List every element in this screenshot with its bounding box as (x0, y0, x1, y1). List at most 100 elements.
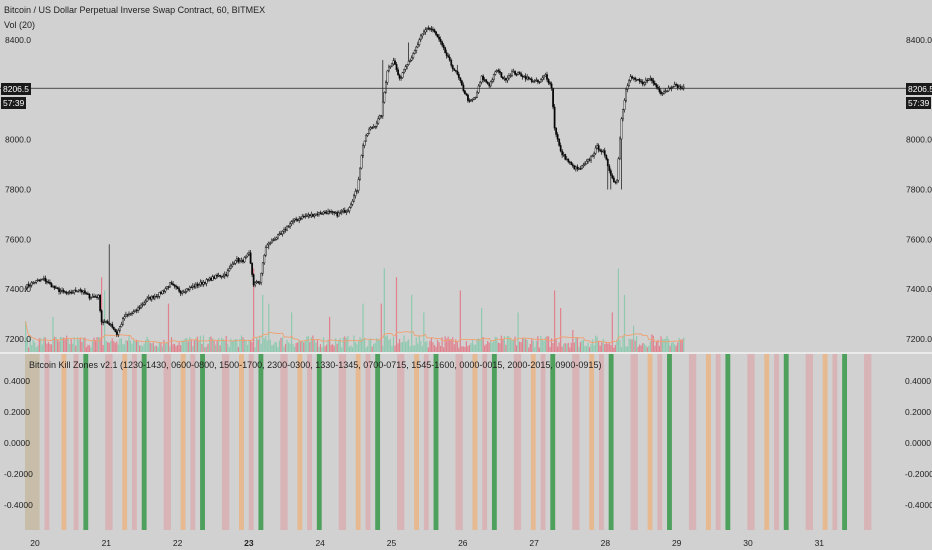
candle-body (166, 286, 168, 289)
candle-body (465, 93, 468, 96)
volume-bar (53, 336, 56, 352)
candle-body (342, 209, 345, 212)
volume-bar (382, 345, 384, 352)
volume-bar (490, 340, 492, 352)
candle-body (319, 212, 322, 215)
volume-bar (505, 344, 507, 352)
volume-bar (426, 341, 428, 352)
candle-body (676, 84, 679, 89)
volume-bar (122, 343, 124, 352)
volume-bar (386, 335, 388, 352)
candle-body (191, 285, 194, 288)
volume-bar (637, 346, 639, 352)
volume-bar (493, 340, 495, 352)
volume-bar (313, 339, 316, 352)
volume-bar (233, 340, 235, 352)
time-axis[interactable]: 20 21 22 23 24 25 26 27 28 29 30 31 (30, 538, 824, 548)
volume-bar (678, 337, 680, 352)
volume-bar (629, 339, 632, 352)
volume-bar (367, 346, 369, 352)
volume-bar (137, 340, 139, 352)
candle-body (334, 212, 337, 214)
indicator-tick-label-right: 0.0000 (905, 438, 931, 448)
candle-body (400, 77, 402, 79)
candle-body (371, 127, 374, 129)
candle-body (378, 115, 381, 119)
volume-bar (427, 347, 430, 352)
candle-body (125, 314, 127, 317)
candle-body (167, 286, 170, 288)
volume-bar (595, 335, 597, 352)
kill-zone-bar (365, 354, 371, 530)
candle-body (350, 203, 352, 208)
candle-body (383, 92, 386, 103)
volume-bar (511, 340, 513, 352)
candle-body (193, 285, 196, 288)
kill-zone-bar (258, 354, 264, 530)
volume-bar (515, 345, 518, 352)
volume-bar (224, 340, 226, 352)
candle-body (120, 324, 123, 327)
volume-bar (297, 342, 299, 352)
volume-bar (380, 303, 382, 352)
kill-zone-bar (132, 354, 137, 530)
candle-body (526, 76, 529, 80)
volume-bar (278, 340, 281, 352)
volume-bar (520, 342, 522, 352)
candle-body (299, 218, 302, 220)
kill-zone-bar (433, 354, 439, 530)
candle-body (231, 264, 234, 267)
candle-body (460, 80, 463, 86)
symbol-legend[interactable]: Bitcoin / US Dollar Perpetual Inverse Sw… (4, 5, 266, 15)
kill-zone-bar (472, 354, 478, 530)
volume-bar (509, 338, 512, 352)
volume-bar (84, 337, 86, 352)
volume-bar (376, 338, 378, 352)
volume-bar (496, 337, 498, 352)
volume-bar (251, 342, 253, 352)
volume-legend[interactable]: Vol (20) (4, 20, 36, 30)
volume-bar (620, 347, 623, 352)
volume-bar (602, 338, 604, 352)
kill-zone-bar (667, 354, 672, 530)
candle-body (637, 79, 640, 81)
candle-body (426, 27, 428, 31)
volume-bar (82, 337, 84, 352)
candle-body (404, 66, 407, 70)
volume-bar (262, 294, 264, 352)
indicator-legend[interactable]: Bitcoin Kill Zones v2.1 (1230-1430, 0600… (29, 360, 602, 370)
volume-bar (78, 339, 80, 352)
candle-body (236, 258, 238, 261)
candle-body (182, 291, 185, 293)
candle-body (485, 79, 488, 83)
candle-body (547, 79, 550, 83)
volume-bar (392, 336, 395, 352)
kill-zone-bar (44, 354, 50, 530)
candle-body (407, 60, 410, 65)
volume-bar (316, 339, 319, 352)
kill-zone-bar (747, 354, 755, 530)
time-tick-label: 29 (672, 538, 682, 548)
candle-body (412, 53, 415, 59)
volume-bar (76, 337, 78, 352)
indicator-axis-right[interactable]: 0.4000 0.2000 0.0000 -0.2000 -0.4000 (905, 376, 932, 510)
volume-bar (280, 337, 282, 352)
volume-bar (249, 340, 252, 352)
volume-bar (353, 335, 355, 352)
candle-body (161, 290, 164, 294)
volume-bar (160, 342, 162, 352)
candle-body (305, 215, 308, 218)
volume-bar (666, 336, 668, 352)
candle-body (660, 91, 662, 95)
volume-bar (318, 346, 320, 352)
volume-bar (514, 336, 516, 352)
candle-body (278, 233, 281, 235)
kill-zone-bar (688, 354, 697, 530)
volume-bar (464, 346, 466, 352)
candle-body (140, 304, 143, 309)
volume-bar (357, 341, 360, 352)
candle-body (620, 118, 623, 140)
volume-bar (365, 347, 367, 352)
volume-bar (64, 338, 66, 352)
